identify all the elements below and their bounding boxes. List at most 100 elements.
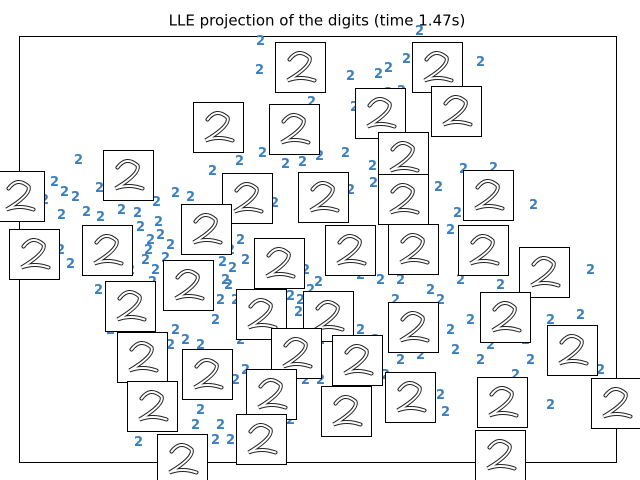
point-label: 2 xyxy=(486,338,495,353)
thumbnail-frame xyxy=(269,104,320,155)
point-label: 2 xyxy=(511,368,520,383)
point-label: 2 xyxy=(96,210,105,225)
digit-stroke-inner xyxy=(336,235,366,265)
point-label: 2 xyxy=(350,100,359,115)
thumbnail-frame xyxy=(475,430,526,480)
digit-thumbnail xyxy=(82,225,133,276)
digit-thumbnail xyxy=(157,434,208,480)
point-label: 2 xyxy=(301,263,310,278)
point-label: 2 xyxy=(117,203,126,218)
point-label: 2 xyxy=(196,338,205,353)
point-label: 2 xyxy=(95,181,104,196)
point-label: 2 xyxy=(221,273,230,288)
digit-thumbnail xyxy=(321,386,372,437)
point-label: 2 xyxy=(496,278,505,293)
point-label: 2 xyxy=(451,343,460,358)
point-label: 2 xyxy=(57,208,66,223)
digit-thumbnail xyxy=(117,332,168,383)
point-label: 2 xyxy=(211,433,220,448)
thumbnail-frame xyxy=(378,174,429,225)
digit-stroke-inner xyxy=(5,181,35,211)
digit-thumbnail xyxy=(182,349,233,400)
digit-thumbnail xyxy=(480,292,531,343)
digit-thumbnail xyxy=(385,372,436,423)
point-label: 2 xyxy=(529,198,538,213)
digit-stroke-inner xyxy=(174,270,204,300)
digit-stroke-inner xyxy=(247,424,277,454)
point-label: 2 xyxy=(441,405,450,420)
point-label: 2 xyxy=(191,418,200,433)
point-label: 2 xyxy=(226,433,235,448)
point-label: 2 xyxy=(154,215,163,230)
point-label: 2 xyxy=(286,413,295,428)
thumbnail-frame xyxy=(458,225,509,276)
point-label: 2 xyxy=(301,373,310,388)
point-label: 2 xyxy=(66,257,75,272)
thumbnail-frame xyxy=(388,224,439,275)
point-label: 2 xyxy=(315,149,324,164)
digit-stroke-inner xyxy=(442,96,472,126)
point-label: 2 xyxy=(314,275,323,290)
digit-stroke-inner xyxy=(114,160,144,190)
point-label: 2 xyxy=(476,55,485,70)
digit-stroke-inner xyxy=(128,342,158,372)
digit-stroke-inner xyxy=(399,312,429,342)
point-label: 2 xyxy=(526,353,535,368)
point-label: 2 xyxy=(166,338,175,353)
point-label: 2 xyxy=(136,220,145,235)
point-label: 2 xyxy=(298,155,307,170)
digit-thumbnail xyxy=(591,378,640,429)
thumbnail-frame xyxy=(246,369,297,420)
thumbnail-frame xyxy=(412,42,463,93)
digit-stroke-inner xyxy=(423,52,453,82)
point-label: 2 xyxy=(236,333,245,348)
point-label: 2 xyxy=(374,67,383,82)
point-label: 2 xyxy=(426,283,435,298)
point-label: 2 xyxy=(50,175,59,190)
digit-thumbnail xyxy=(103,150,154,201)
digit-stroke-inner xyxy=(332,396,362,426)
point-label: 2 xyxy=(368,159,377,174)
point-label: 2 xyxy=(161,251,170,266)
digit-stroke-inner xyxy=(204,112,234,142)
digit-stroke-inner xyxy=(491,302,521,332)
point-label: 2 xyxy=(466,313,475,328)
thumbnail-frame xyxy=(9,229,60,280)
point-label: 2 xyxy=(453,206,462,221)
digit-stroke-inner xyxy=(309,182,339,212)
thumbnail-frame xyxy=(163,260,214,311)
point-label: 2 xyxy=(434,180,443,195)
point-label: 2 xyxy=(141,253,150,268)
thumbnail-frame xyxy=(431,86,482,137)
digit-stroke-inner xyxy=(247,299,277,329)
digit-stroke-inner xyxy=(399,234,429,264)
point-label: 2 xyxy=(316,373,325,388)
point-label: 2 xyxy=(258,146,267,161)
point-label: 2 xyxy=(546,313,555,328)
thumbnail-frame xyxy=(254,238,305,289)
point-label: 2 xyxy=(446,323,455,338)
digit-stroke-inner xyxy=(138,391,168,421)
digit-thumbnail xyxy=(475,430,526,480)
digit-thumbnail xyxy=(458,225,509,276)
point-label: 2 xyxy=(56,243,65,258)
digit-stroke-inner xyxy=(282,338,312,368)
point-label: 2 xyxy=(196,403,205,418)
thumbnail-frame xyxy=(181,204,232,255)
digit-thumbnail xyxy=(298,172,349,223)
point-label: 2 xyxy=(171,186,180,201)
point-label: 2 xyxy=(415,24,424,39)
thumbnail-frame xyxy=(82,225,133,276)
thumbnail-frame xyxy=(182,349,233,400)
digit-stroke-inner xyxy=(20,239,50,269)
point-label: 2 xyxy=(255,63,264,78)
thumbnail-frame xyxy=(105,281,156,332)
point-label: 2 xyxy=(489,161,498,176)
digit-stroke-inner xyxy=(265,248,295,278)
digit-stroke-inner xyxy=(116,291,146,321)
digit-thumbnail xyxy=(325,225,376,276)
thumbnail-frame xyxy=(193,102,244,153)
point-label: 2 xyxy=(216,293,225,308)
thumbnail-frame xyxy=(298,172,349,223)
